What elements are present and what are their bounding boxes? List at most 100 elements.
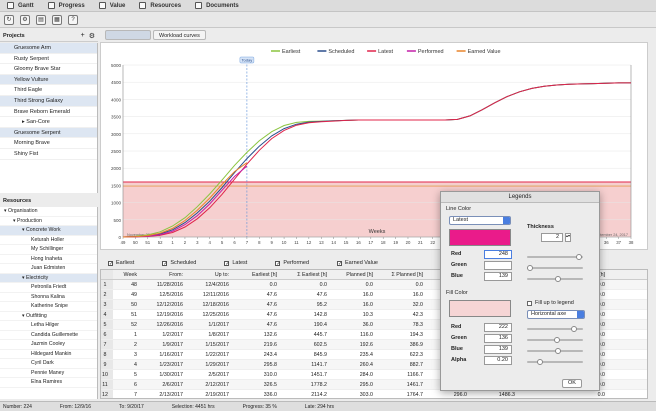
checkbox-box[interactable]: ✓ xyxy=(275,260,281,267)
checkbox-box[interactable]: ✓ xyxy=(162,260,168,267)
column-header[interactable]: Earliest [h] xyxy=(251,272,277,278)
fill-green-field[interactable]: 136 xyxy=(484,334,512,343)
fill-mode-select[interactable]: Horizontal axe xyxy=(527,310,585,319)
resource-item[interactable]: Pennie Maney xyxy=(0,369,97,378)
project-item[interactable]: Morning Brave xyxy=(0,138,97,149)
toggle-series[interactable]: ✓ Scheduled xyxy=(162,260,196,266)
resource-item[interactable]: Katherine Snipe xyxy=(0,302,97,312)
column-header[interactable]: Σ Planned [h] xyxy=(391,272,423,278)
resource-item[interactable]: Elna Ramires xyxy=(0,378,97,388)
slider-knob[interactable] xyxy=(553,337,560,343)
column-header[interactable]: Σ Earliest [h] xyxy=(297,272,327,278)
toggle-series[interactable]: ✓ Earned Value xyxy=(337,260,378,266)
fill-blue-slider[interactable] xyxy=(527,348,583,354)
slider-knob[interactable] xyxy=(575,254,582,260)
line-blue-field[interactable]: 139 xyxy=(484,272,512,281)
resource-item[interactable]: ▾ Production xyxy=(0,217,97,226)
slider-knob[interactable] xyxy=(537,359,543,365)
line-blue-slider[interactable] xyxy=(527,276,583,282)
tab-workload-curves[interactable]: Workload curves xyxy=(153,30,206,40)
column-header[interactable]: Planned [h] xyxy=(346,272,373,278)
gear-icon[interactable]: ⚙ xyxy=(88,32,95,40)
resource-item[interactable]: Jazmin Cooley xyxy=(0,340,97,350)
project-item[interactable]: Gruesome Arm xyxy=(0,43,97,54)
project-item[interactable]: Third Strong Galaxy xyxy=(0,95,97,107)
settings-icon[interactable]: ⚙ xyxy=(20,14,30,25)
project-item[interactable]: Third Eagle xyxy=(0,85,97,96)
resource-item[interactable]: Petronila Friedt xyxy=(0,283,97,293)
line-green-slider[interactable] xyxy=(527,265,583,271)
disclosure-icon[interactable]: ▾ xyxy=(4,208,9,214)
column-header[interactable] xyxy=(101,270,113,279)
tab-curves[interactable] xyxy=(105,30,151,40)
resource-item[interactable]: Letha Hilger xyxy=(0,321,97,331)
resource-item[interactable]: Hong Inaheta xyxy=(0,255,97,264)
resource-item[interactable]: My Schillinger xyxy=(0,245,97,255)
line-red-slider[interactable] xyxy=(527,254,583,260)
checkbox-box[interactable] xyxy=(527,300,532,306)
resource-item[interactable]: ▾ Organisation xyxy=(0,207,97,217)
nav-tab-documents[interactable]: Documents xyxy=(188,0,246,12)
ok-button[interactable]: OK xyxy=(562,379,582,388)
fill-red-field[interactable]: 222 xyxy=(484,323,512,332)
line-red-field[interactable]: 248 xyxy=(484,250,512,259)
toggle-series[interactable]: ✓ Latest xyxy=(224,260,247,266)
resource-item[interactable]: Juan Edmisten xyxy=(0,264,97,274)
table-cell: 296.0 xyxy=(453,392,467,398)
nav-tab-value[interactable]: Value xyxy=(92,0,133,12)
resource-item[interactable]: Cyril Dark xyxy=(0,359,97,369)
export-icon[interactable]: ▤ xyxy=(36,14,46,25)
project-item[interactable]: Gruesome Serpent xyxy=(0,127,97,139)
slider-knob[interactable] xyxy=(527,265,533,271)
resource-item[interactable]: ▾ Concrete Work xyxy=(0,226,97,236)
fill-green-slider[interactable] xyxy=(527,337,583,343)
resource-item[interactable]: Keturah Holler xyxy=(0,236,97,245)
fill-color-swatch[interactable] xyxy=(449,300,511,317)
project-item[interactable]: Rusty Serpent xyxy=(0,54,97,65)
expand-icon[interactable]: ▸ xyxy=(22,119,27,126)
disclosure-icon[interactable]: ▾ xyxy=(13,217,18,224)
resource-item[interactable]: Shonna Kalina xyxy=(0,293,97,302)
toggle-series[interactable]: ✓ Earliest xyxy=(108,260,134,266)
fill-alpha-slider[interactable] xyxy=(527,359,583,365)
slider-knob[interactable] xyxy=(554,348,561,354)
resource-item[interactable]: ▾ Outfitting xyxy=(0,312,97,321)
fill-upto-checkbox[interactable]: Fill up to legend xyxy=(527,300,574,306)
thickness-field[interactable]: 2 xyxy=(541,233,563,242)
nav-tab-gantt[interactable]: Gantt xyxy=(0,0,41,12)
nav-tab-resources[interactable]: Resources xyxy=(132,0,188,12)
slider-knob[interactable] xyxy=(554,276,561,282)
project-item[interactable]: Shiny Fist xyxy=(0,149,97,160)
checkbox-box[interactable]: ✓ xyxy=(108,260,114,267)
disclosure-icon[interactable]: ▾ xyxy=(22,312,27,319)
disclosure-icon[interactable]: ▾ xyxy=(22,227,27,233)
toggle-series[interactable]: ✓ Performed xyxy=(275,260,309,266)
project-item[interactable]: ▸ San-Core xyxy=(0,117,97,128)
project-item[interactable]: Gloomy Brave Star xyxy=(0,64,97,75)
line-color-swatch[interactable] xyxy=(449,229,511,246)
add-icon[interactable]: + xyxy=(80,31,85,39)
thickness-stepper[interactable]: ▴▾ xyxy=(565,233,571,242)
resource-item[interactable]: ▾ Electricity xyxy=(0,273,97,283)
project-item[interactable]: Yellow Vulture xyxy=(0,74,97,86)
fill-alpha-field[interactable]: 0.20 xyxy=(484,356,512,365)
column-header[interactable]: Up to: xyxy=(214,272,229,278)
fill-blue-field[interactable]: 139 xyxy=(484,345,512,354)
slider-knob[interactable] xyxy=(570,326,577,332)
project-item[interactable]: Brave Reborn Emerald xyxy=(0,107,97,118)
column-header[interactable]: Week xyxy=(123,272,137,278)
print-icon[interactable]: ▦ xyxy=(52,14,62,25)
nav-tab-progress[interactable]: Progress xyxy=(41,0,92,12)
resource-item[interactable]: Candida Guillemette xyxy=(0,331,97,340)
disclosure-icon[interactable]: ▾ xyxy=(22,274,27,281)
help-icon[interactable]: ? xyxy=(68,14,78,25)
resource-item[interactable]: Hildegard Mankin xyxy=(0,350,97,359)
column-header[interactable]: From: xyxy=(169,272,183,278)
refresh-icon[interactable]: ↻ xyxy=(4,14,14,25)
line-series-select[interactable]: Latest xyxy=(449,216,511,225)
line-green-field[interactable] xyxy=(484,261,512,270)
checkbox-box[interactable]: ✓ xyxy=(224,260,230,267)
fill-red-slider[interactable] xyxy=(527,326,583,332)
table-row[interactable]: 12 7 2/13/2017 2/19/2017 336.0 2114.2 303.0 176… xyxy=(101,390,647,398)
checkbox-box[interactable]: ✓ xyxy=(337,260,343,267)
